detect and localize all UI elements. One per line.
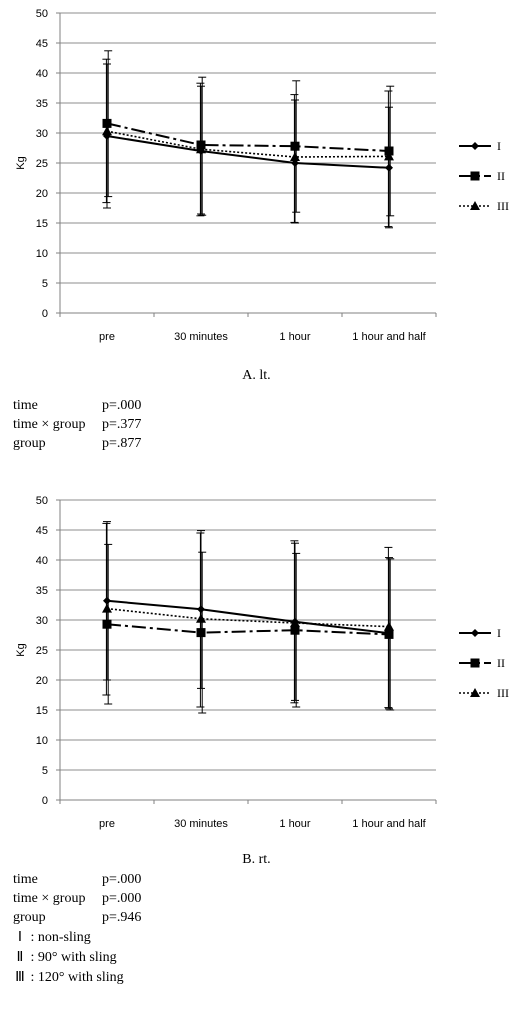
legend-marker	[470, 171, 480, 181]
legend-marker	[470, 688, 480, 697]
series-marker-2	[102, 619, 112, 629]
legend-marker	[470, 201, 480, 210]
chart-b-caption: B. rt.	[242, 852, 271, 867]
stat-label: group	[13, 910, 46, 925]
series-marker-2	[102, 118, 112, 128]
legend-label: III	[497, 686, 509, 700]
series-marker-2	[290, 625, 300, 635]
y-tick-label: 10	[36, 735, 48, 747]
series-marker-3	[290, 152, 300, 161]
stat-value: p=.000	[102, 872, 142, 887]
y-tick-label: 35	[36, 585, 48, 597]
stat-label: time × group	[13, 891, 86, 906]
note-text: : 120° with sling	[30, 970, 124, 985]
note-text: : non-sling	[30, 930, 91, 945]
y-tick-label: 30	[36, 615, 48, 627]
note-symbol: Ⅲ	[15, 970, 25, 985]
y-tick-label: 10	[36, 248, 48, 260]
series-marker-1	[103, 596, 111, 605]
series-marker-2	[384, 146, 394, 156]
stat-label: time	[13, 872, 38, 887]
x-tick-label: pre	[99, 818, 115, 830]
y-tick-label: 40	[36, 555, 48, 567]
series-line-2	[106, 623, 390, 636]
series-line-3	[106, 130, 390, 158]
series-marker-3	[196, 144, 206, 154]
note-row: Ⅲ : 120° with sling	[13, 968, 124, 988]
x-tick-label: 30 minutes	[174, 331, 228, 343]
stat-value: p=.000	[102, 398, 142, 413]
x-tick-label: 1 hour and half	[352, 818, 426, 830]
series-marker-1	[385, 163, 393, 172]
note-symbol: Ⅱ	[16, 950, 24, 965]
y-tick-label: 0	[42, 795, 48, 807]
chart-b: 0 5 10 15 20 25 30 35 40 45 50 pre 30 minutes 1 hour 1…	[0, 487, 513, 839]
chart-a-caption: A. lt.	[242, 368, 271, 383]
stat-value: p=.000	[102, 891, 142, 906]
series-line-1	[106, 135, 390, 169]
series-marker-3	[384, 151, 394, 161]
series-marker-3	[102, 603, 112, 613]
series-marker-3	[384, 621, 394, 631]
group-notes: Ⅰ : non-sling Ⅱ : 90° with sling Ⅲ : 120…	[13, 928, 124, 988]
series-marker-2	[384, 629, 394, 639]
y-tick-label: 40	[36, 68, 48, 80]
x-tick-label: 1 hour and half	[352, 331, 426, 343]
legend-label: II	[497, 169, 505, 183]
y-tick-label: 25	[36, 645, 48, 657]
series-line-2	[106, 122, 390, 152]
x-tick-label: 1 hour	[279, 331, 311, 343]
y-tick-label: 45	[36, 525, 48, 537]
y-tick-label: 50	[36, 8, 48, 20]
series-line-1	[106, 599, 390, 635]
note-symbol: Ⅰ	[17, 930, 23, 945]
chart-a: 0 5 10 15 20 25 30 35 40 45 50 pre 30 minutes 1 hour 1…	[0, 0, 513, 352]
note-text: : 90° with sling	[30, 950, 117, 965]
y-tick-label: 50	[36, 495, 48, 507]
chart-a-svg: 0 5 10 15 20 25 30 35 40 45 50 pre 30 minutes 1 hour 1…	[15, 8, 509, 343]
legend-marker	[470, 658, 480, 668]
note-row: Ⅱ : 90° with sling	[13, 948, 124, 968]
series-marker-3	[102, 126, 112, 136]
legend-label: II	[497, 656, 505, 670]
y-tick-label: 0	[42, 308, 48, 320]
y-axis-title: Kg	[15, 643, 27, 656]
series-marker-2	[196, 628, 206, 638]
y-tick-label: 5	[42, 765, 48, 777]
y-tick-label: 20	[36, 188, 48, 200]
x-tick-label: 1 hour	[279, 818, 311, 830]
stat-label: time	[13, 398, 38, 413]
y-tick-label: 5	[42, 278, 48, 290]
y-tick-label: 30	[36, 128, 48, 140]
y-tick-label: 35	[36, 98, 48, 110]
x-tick-label: pre	[99, 331, 115, 343]
y-tick-label: 20	[36, 675, 48, 687]
legend-label: III	[497, 199, 509, 213]
legend-label: I	[497, 626, 501, 640]
chart-b-svg: 0 5 10 15 20 25 30 35 40 45 50 pre 30 minutes 1 hour 1…	[15, 495, 509, 830]
y-axis-title: Kg	[15, 156, 27, 169]
y-tick-label: 45	[36, 38, 48, 50]
y-tick-label: 15	[36, 218, 48, 230]
stat-label: group	[13, 436, 46, 451]
x-tick-label: 30 minutes	[174, 818, 228, 830]
series-marker-2	[290, 141, 300, 151]
series-marker-3	[290, 618, 300, 627]
stat-label: time × group	[13, 417, 86, 432]
series-marker-3	[196, 613, 206, 623]
series-line-3	[106, 607, 390, 628]
legend-marker	[471, 629, 479, 637]
stat-value: p=.946	[102, 910, 142, 925]
series-marker-1	[197, 605, 205, 614]
stat-value: p=.877	[102, 436, 142, 451]
y-tick-label: 15	[36, 705, 48, 717]
y-tick-label: 25	[36, 158, 48, 170]
legend-marker	[471, 142, 479, 150]
stat-value: p=.377	[102, 417, 142, 432]
legend-label: I	[497, 139, 501, 153]
note-row: Ⅰ : non-sling	[13, 928, 124, 948]
